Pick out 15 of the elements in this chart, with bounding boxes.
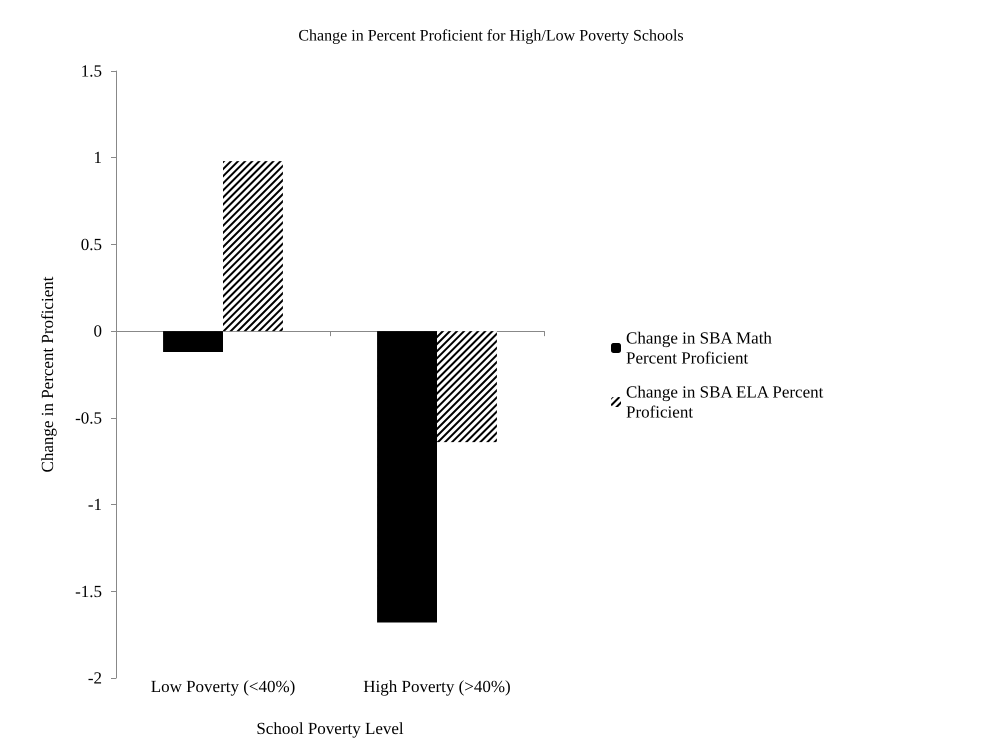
legend-label: Change in SBA Math Percent Proficient	[626, 328, 772, 368]
y-tick-label: 0	[94, 322, 102, 341]
y-tick-label: 1	[94, 148, 102, 168]
y-tick-label: 1.5	[80, 62, 102, 80]
y-axis-title: Change in Percent Proficient	[38, 276, 57, 472]
y-tick-label: -1	[88, 495, 102, 514]
y-tick-label: 0.5	[80, 234, 102, 254]
chart-title: Change in Percent Proficient for High/Low Poverty Schools	[298, 28, 684, 44]
legend-label: Change in SBA ELA Percent Proficient	[626, 382, 824, 422]
y-tick-label: -0.5	[75, 408, 102, 428]
x-axis-title: School Poverty Level	[256, 719, 404, 738]
y-tick-label: -2	[88, 668, 102, 688]
y-tick-label: -1.5	[75, 582, 102, 601]
x-tick-label: Low Poverty (<40%)	[150, 677, 296, 696]
x-tick-label: High Poverty (>40%)	[363, 677, 511, 696]
